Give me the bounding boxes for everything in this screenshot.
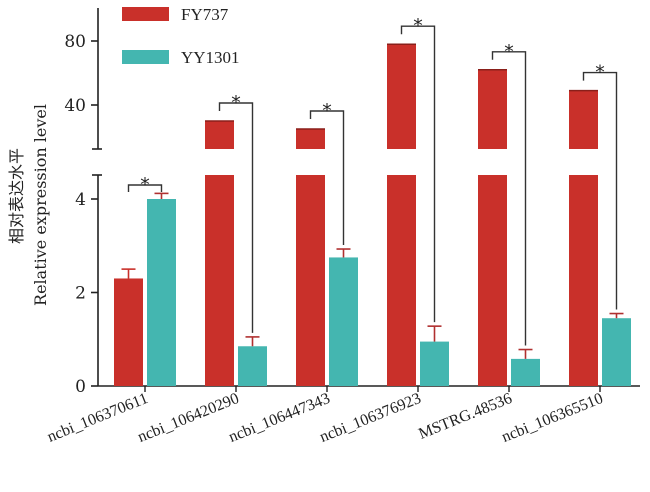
category-labels: ncbi_106370611ncbi_106420290ncbi_1064473… [45,386,605,446]
bar-fy737 [114,278,143,386]
legend-label-fy737: FY737 [181,5,229,24]
bar-yy1301 [329,257,358,386]
y-axis-title: 相对表达水平 Relative expression level [7,104,50,306]
axes [92,8,640,387]
category-label: ncbi_106376923 [317,390,423,446]
category-label: ncbi_106370611 [45,390,151,446]
y-axis-ticks: 0 2 4 40 80 [64,32,98,397]
category-label: MSTRG.48536 [416,390,514,443]
significance-brackets: * * * * * * [127,15,618,346]
legend-label-yy1301: YY1301 [181,48,240,67]
bar-yy1301 [511,358,540,386]
bar-fy737-upper [569,90,598,149]
y-tick-label: 2 [75,284,86,304]
y-axis-title-english: Relative expression level [31,104,50,306]
bar-yy1301 [147,199,176,386]
y-tick-label: 4 [75,190,86,210]
legend-swatch-yy1301 [122,50,169,64]
bar-yy1301 [420,341,449,386]
bar-fy737-upper [296,129,325,149]
error-bars [121,43,624,359]
significance-star: * [595,62,605,84]
significance-bracket [491,51,527,346]
bar-fy737-lower [387,175,416,386]
bar-fy737-lower [478,175,507,386]
y-tick-label: 80 [64,32,86,52]
y-tick-label: 40 [64,96,86,116]
significance-bracket [127,184,163,192]
bar-yy1301 [602,318,631,386]
significance-bracket [309,110,345,246]
legend-swatch-fy737 [122,7,169,21]
significance-star: * [140,174,150,196]
significance-bracket [400,25,436,323]
significance-star: * [231,92,241,114]
category-label: ncbi_106365510 [499,390,605,446]
significance-star: * [322,100,332,122]
bar-fy737-lower [569,175,598,386]
significance-bracket [582,71,618,310]
y-axis-title-chinese: 相对表达水平 [7,148,26,244]
bars [114,44,631,386]
bar-fy737-upper [387,44,416,150]
significance-star: * [413,15,423,37]
legend: FY737 YY1301 [122,5,240,67]
bar-yy1301 [238,346,267,386]
bar-fy737-lower [205,175,234,386]
bar-fy737-upper [205,121,234,149]
bar-fy737-upper [478,69,507,149]
category-label: ncbi_106420290 [135,390,241,446]
significance-star: * [504,41,514,63]
category-label: ncbi_106447343 [226,390,332,446]
significance-bracket [218,102,254,333]
y-tick-label: 0 [75,377,86,397]
bar-fy737-lower [296,175,325,386]
